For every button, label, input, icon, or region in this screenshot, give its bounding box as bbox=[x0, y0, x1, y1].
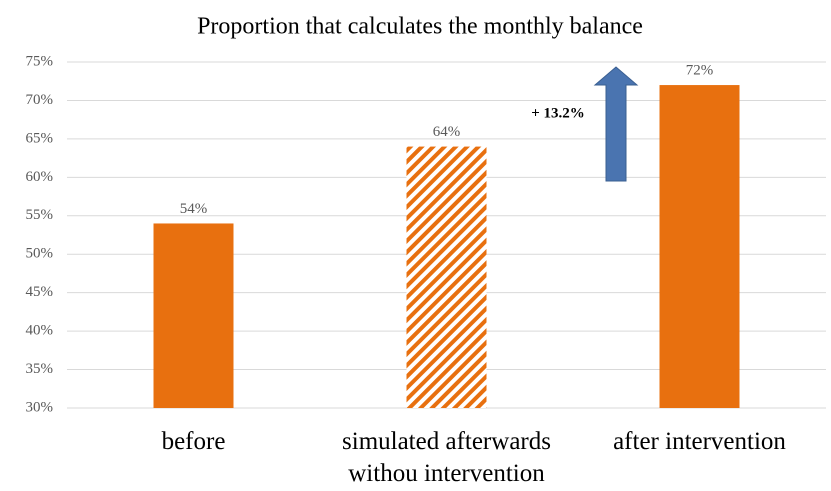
y-tick-label: 60% bbox=[26, 169, 54, 185]
y-tick-label: 65% bbox=[26, 130, 54, 146]
y-tick-label: 55% bbox=[26, 207, 54, 223]
y-tick-label: 50% bbox=[26, 246, 54, 262]
y-tick-label: 40% bbox=[26, 323, 54, 339]
annotation: + 13.2% bbox=[531, 105, 585, 121]
y-tick-label: 70% bbox=[26, 92, 54, 108]
x-tick-label: simulated afterwards withou intervention bbox=[342, 428, 551, 487]
y-tick-label: 35% bbox=[26, 361, 54, 377]
y-tick-label: 45% bbox=[26, 284, 54, 300]
y-tick-label: 30% bbox=[26, 399, 54, 415]
value-label: 64% bbox=[433, 124, 461, 140]
bar bbox=[659, 85, 740, 409]
value-label: 54% bbox=[180, 201, 208, 217]
bar bbox=[406, 146, 487, 409]
x-tick-label: after intervention bbox=[613, 428, 786, 455]
y-tick-label: 75% bbox=[26, 53, 54, 69]
bar bbox=[153, 223, 234, 408]
value-label: 72% bbox=[686, 63, 714, 79]
x-tick-label: before bbox=[161, 428, 226, 455]
chart-title: Proportion that calculates the monthly b… bbox=[197, 14, 643, 40]
arrow bbox=[593, 66, 639, 182]
